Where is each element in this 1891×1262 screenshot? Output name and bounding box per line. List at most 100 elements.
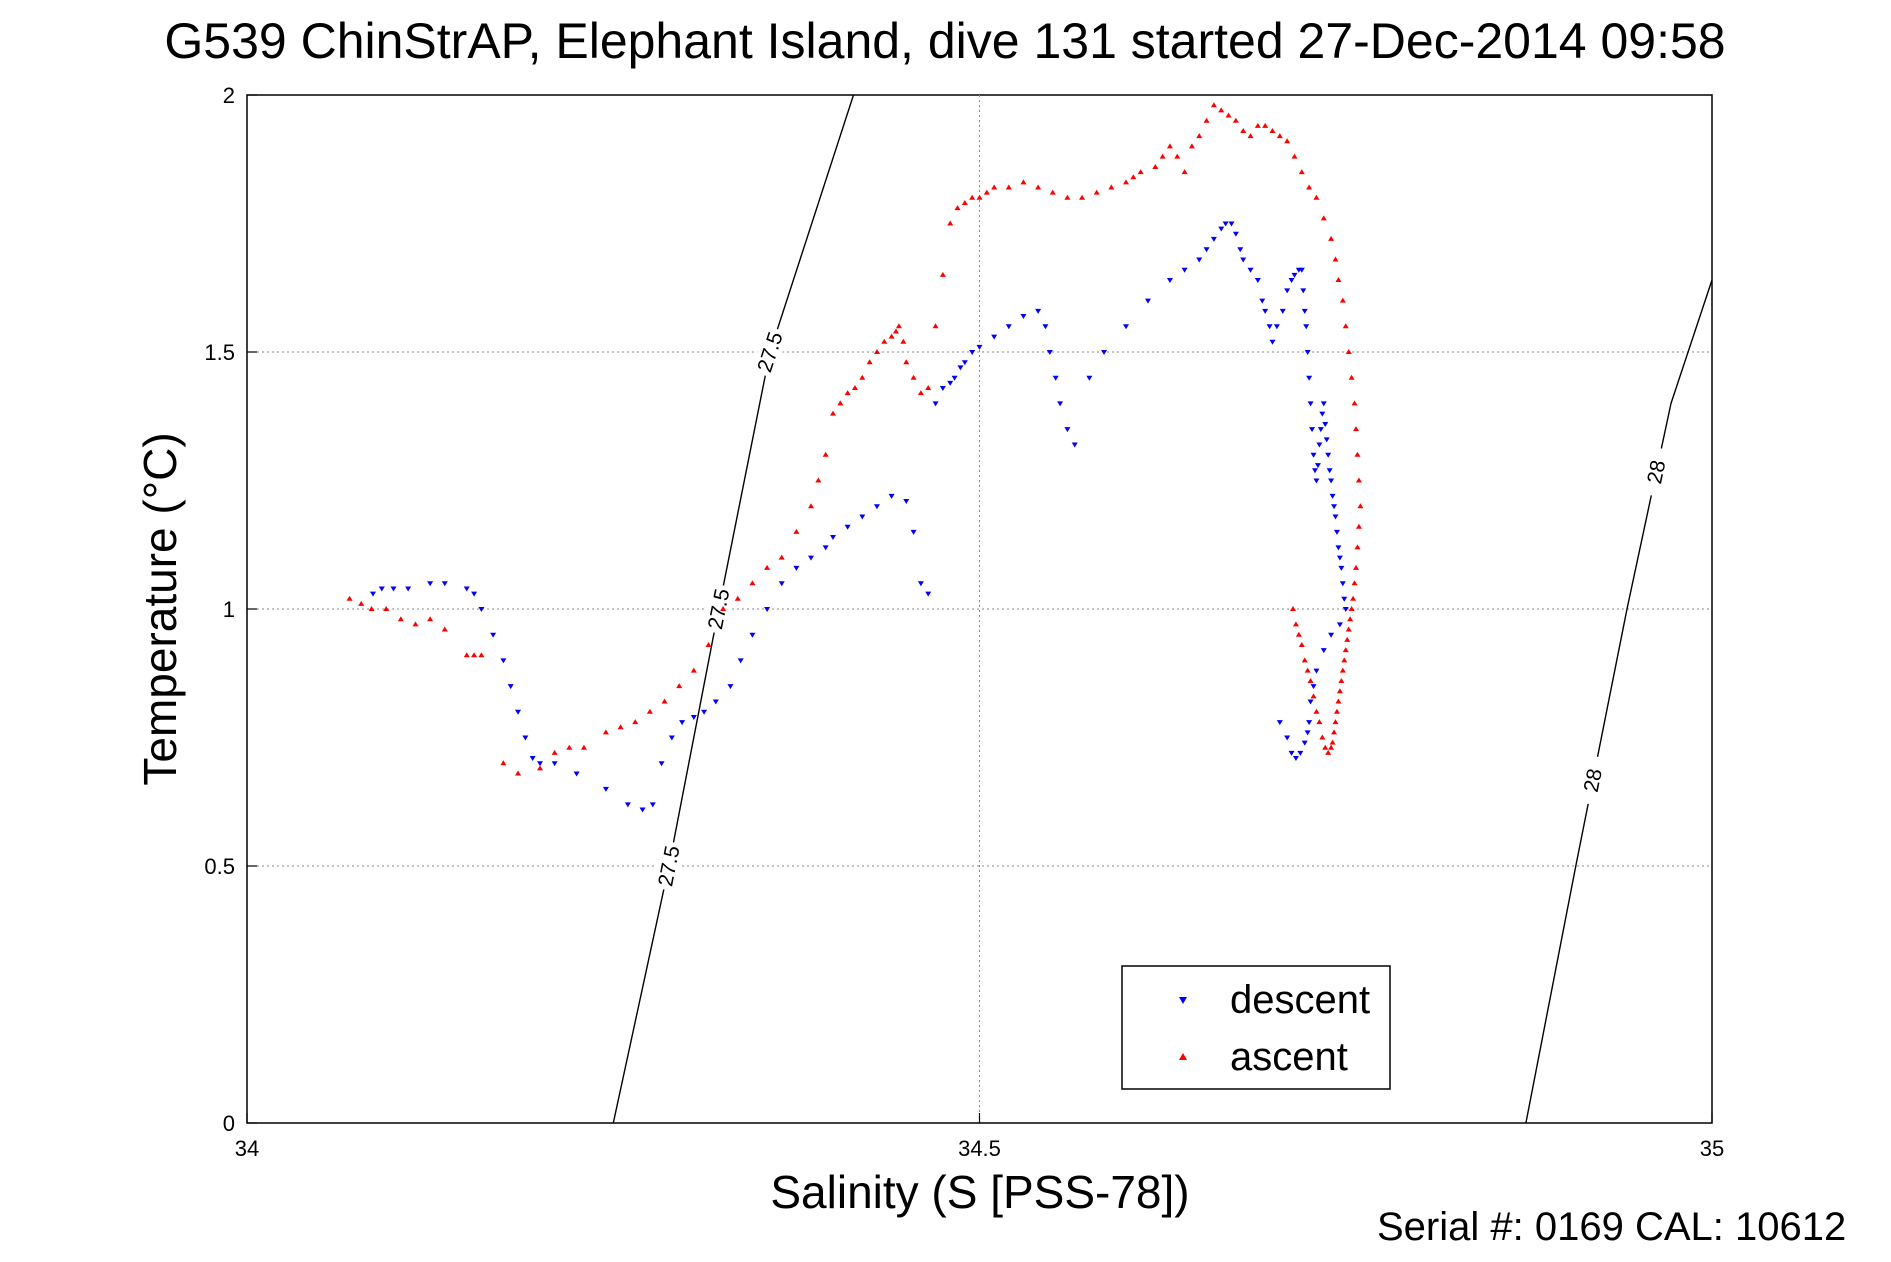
ascent-point-66 — [1108, 184, 1115, 190]
ascent-point-105 — [1357, 503, 1364, 509]
descent-point-48 — [951, 375, 958, 381]
descent-point-87 — [1288, 278, 1295, 284]
isopycnal-label-bg-0-2 — [751, 325, 789, 379]
ascent-point-35 — [837, 400, 844, 406]
descent-point-130 — [1297, 750, 1304, 756]
descent-point-78 — [1247, 267, 1254, 273]
descent-point-126 — [1307, 699, 1314, 705]
legend-ascent-marker — [1179, 1053, 1187, 1060]
ascent-point-21 — [661, 698, 668, 704]
ascent-point-102 — [1353, 426, 1360, 432]
ascent-point-6 — [427, 616, 434, 622]
descent-point-67 — [1166, 278, 1173, 284]
descent-point-20 — [639, 807, 646, 813]
descent-point-129 — [1301, 740, 1308, 746]
ascent-point-47 — [910, 374, 917, 380]
ascent-point-136 — [1295, 631, 1302, 637]
ascent-point-63 — [1064, 194, 1071, 200]
ascent-point-40 — [873, 349, 880, 354]
axis-ticks: 34 34.5 35 0 0.5 1 1.5 2 — [204, 83, 1724, 1161]
ascent-point-39 — [866, 359, 873, 365]
descent-point-46 — [939, 385, 946, 391]
descent-point-2 — [390, 586, 397, 592]
descent-point-14 — [529, 756, 536, 762]
descent-point-131 — [1292, 756, 1299, 762]
legend-descent-marker — [1179, 997, 1187, 1004]
descent-point-91 — [1300, 288, 1307, 294]
ascent-point-100 — [1348, 374, 1355, 380]
descent-point-6 — [463, 586, 470, 592]
ascent-point-56 — [976, 194, 983, 200]
ascent-point-26 — [734, 595, 741, 601]
descent-point-38 — [859, 514, 866, 520]
ascent-point-31 — [808, 503, 815, 509]
ascent-point-125 — [1328, 744, 1335, 750]
descent-point-33 — [793, 565, 800, 571]
descent-point-51 — [969, 350, 976, 355]
descent-point-71 — [1210, 236, 1217, 242]
descent-point-47 — [947, 380, 954, 386]
ascent-point-92 — [1313, 194, 1320, 200]
descent-point-54 — [1005, 324, 1012, 330]
descent-point-115 — [1335, 545, 1342, 551]
ascent-point-137 — [1292, 621, 1299, 627]
isopycnal-label-1-1: 28 — [1643, 458, 1670, 486]
ascent-point-73 — [1174, 153, 1181, 159]
ascent-point-55 — [969, 194, 976, 200]
ascent-point-76 — [1196, 133, 1203, 139]
descent-point-118 — [1339, 581, 1346, 587]
ascent-point-88 — [1284, 138, 1291, 144]
descent-point-16 — [551, 761, 558, 767]
ascent-point-50 — [932, 323, 939, 329]
ascent-point-5 — [412, 621, 419, 627]
descent-point-15 — [537, 761, 543, 767]
descent-point-105 — [1320, 401, 1327, 407]
ascent-point-138 — [1290, 606, 1297, 611]
ascent-point-15 — [566, 744, 573, 750]
ascent-point-13 — [537, 765, 543, 771]
ascent-point-44 — [895, 323, 902, 329]
isopycnal-label-bg-1-0 — [1576, 754, 1610, 807]
ascent-point-119 — [1336, 688, 1343, 694]
ascent-point-22 — [676, 683, 683, 689]
ascent-point-30 — [793, 528, 800, 534]
x-tick-label-0: 34 — [235, 1136, 259, 1161]
descent-point-93 — [1303, 324, 1310, 330]
grid — [247, 95, 1712, 1123]
descent-point-56 — [1035, 308, 1042, 314]
descent-point-124 — [1313, 668, 1320, 674]
descent-point-32 — [778, 581, 785, 587]
descent-point-55 — [1020, 314, 1027, 320]
ascent-point-120 — [1335, 698, 1342, 704]
descent-point-102 — [1316, 442, 1323, 448]
descent-point-8 — [478, 607, 485, 612]
descent-point-92 — [1301, 308, 1308, 314]
ascent-point-108 — [1353, 564, 1360, 570]
ascent-point-135 — [1298, 641, 1305, 647]
descent-point-108 — [1325, 452, 1332, 458]
descent-point-98 — [1310, 452, 1317, 458]
ascent-point-68 — [1130, 174, 1137, 180]
ascent-point-128 — [1319, 734, 1326, 740]
descent-point-42 — [910, 529, 917, 535]
ascent-point-122 — [1332, 719, 1339, 725]
descent-point-64 — [1101, 350, 1108, 355]
ascent-point-24 — [705, 641, 712, 647]
descent-point-83 — [1269, 339, 1276, 345]
ascent-point-67 — [1123, 179, 1129, 185]
descent-point-70 — [1203, 247, 1210, 253]
ascent-point-42 — [888, 333, 895, 339]
descent-point-119 — [1341, 596, 1348, 602]
ascent-point-48 — [917, 390, 924, 396]
ascent-point-64 — [1079, 194, 1086, 200]
ascent-point-14 — [551, 749, 558, 755]
ascent-point-104 — [1355, 477, 1362, 483]
ascent-point-37 — [851, 384, 858, 390]
ascent-point-74 — [1181, 169, 1188, 175]
descent-point-84 — [1273, 324, 1280, 330]
descent-point-75 — [1232, 231, 1239, 237]
ascent-point-132 — [1307, 677, 1314, 683]
descent-point-60 — [1057, 401, 1064, 407]
y-axis-label: Temperature (°C) — [134, 432, 186, 785]
descent-point-77 — [1240, 257, 1247, 263]
